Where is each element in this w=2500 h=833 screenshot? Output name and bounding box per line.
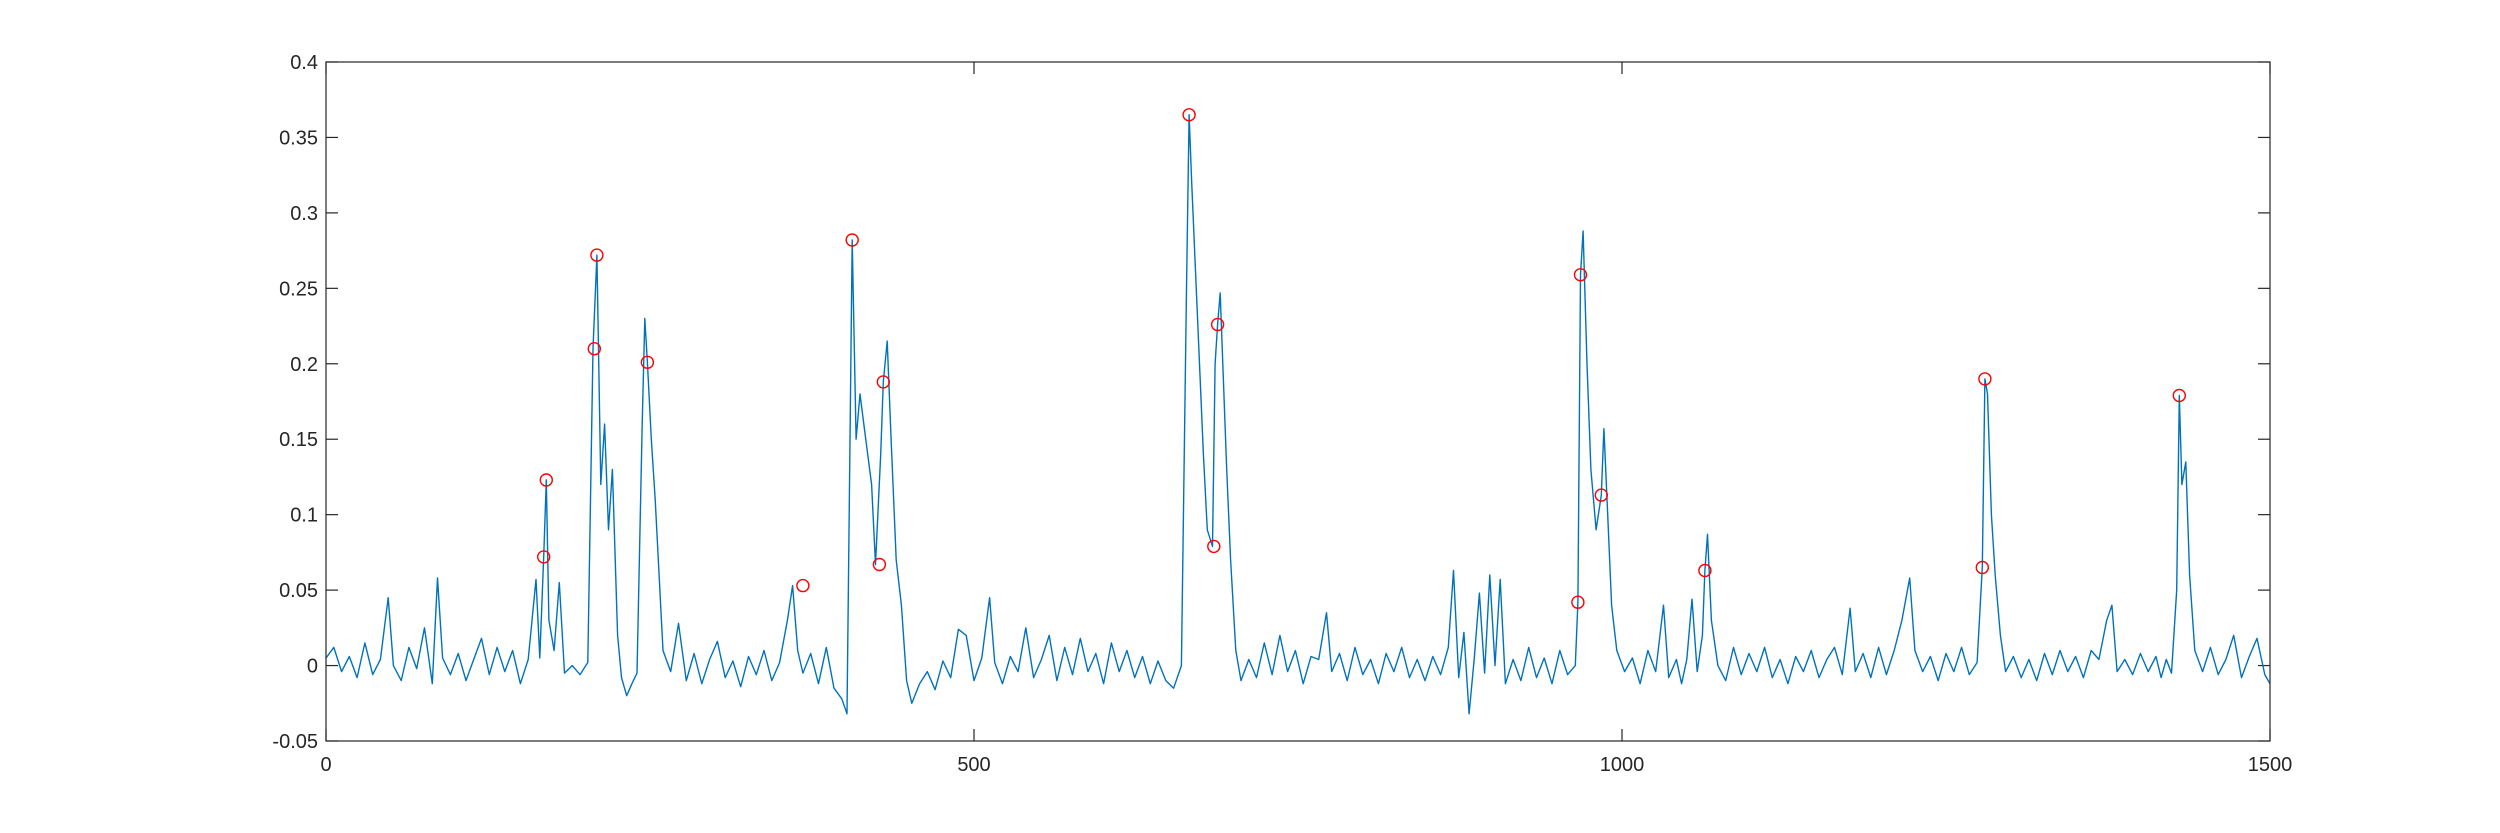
signal-series-line [325,114,2271,715]
y-tick-label: -0.05 [272,731,318,753]
y-axis: -0.05 0 0.05 0.1 0.15 0.2 0.25 0.3 0.35 0.4 [272,52,2270,753]
plot-frame [325,61,2271,742]
y-tick-label: 0.1 [290,505,318,527]
peak-marker [796,578,810,593]
y-tick-label: 0 [307,656,318,678]
peak-marker [1698,563,1712,578]
peak-marker [539,473,553,487]
y-tick-label: 0.15 [279,429,318,451]
peak-marker [1975,560,1990,575]
y-tick-label: 0.4 [290,52,318,74]
peak-marker [640,355,655,369]
y-tick-label: 0.35 [279,127,318,149]
peak-marker [872,557,887,572]
peak-marker [2172,388,2187,403]
peak-marker [1594,488,1609,502]
peak-marker [1571,595,1585,609]
y-tick-label: 0.2 [290,354,318,376]
x-tick-label: 1500 [2248,754,2293,776]
x-axis: 0 500 1000 1500 [320,62,2292,776]
y-tick-label: 0.3 [290,203,318,225]
y-tick-label: 0.25 [279,278,318,300]
peak-marker [1573,268,1588,282]
x-tick-label: 500 [957,754,990,776]
peak-markers [537,108,2187,609]
peak-marker [1978,372,1992,386]
y-tick-label: 0.05 [279,580,318,602]
peak-marker [1207,539,1221,554]
peak-marker [537,550,551,564]
peak-marker [587,342,601,356]
peak-marker [845,233,859,247]
x-tick-label: 1000 [1600,754,1645,776]
peak-marker [1210,317,1225,332]
peak-marker [590,248,604,262]
x-tick-label: 0 [320,754,331,776]
peak-marker [876,375,890,389]
peak-marker [1182,108,1196,122]
